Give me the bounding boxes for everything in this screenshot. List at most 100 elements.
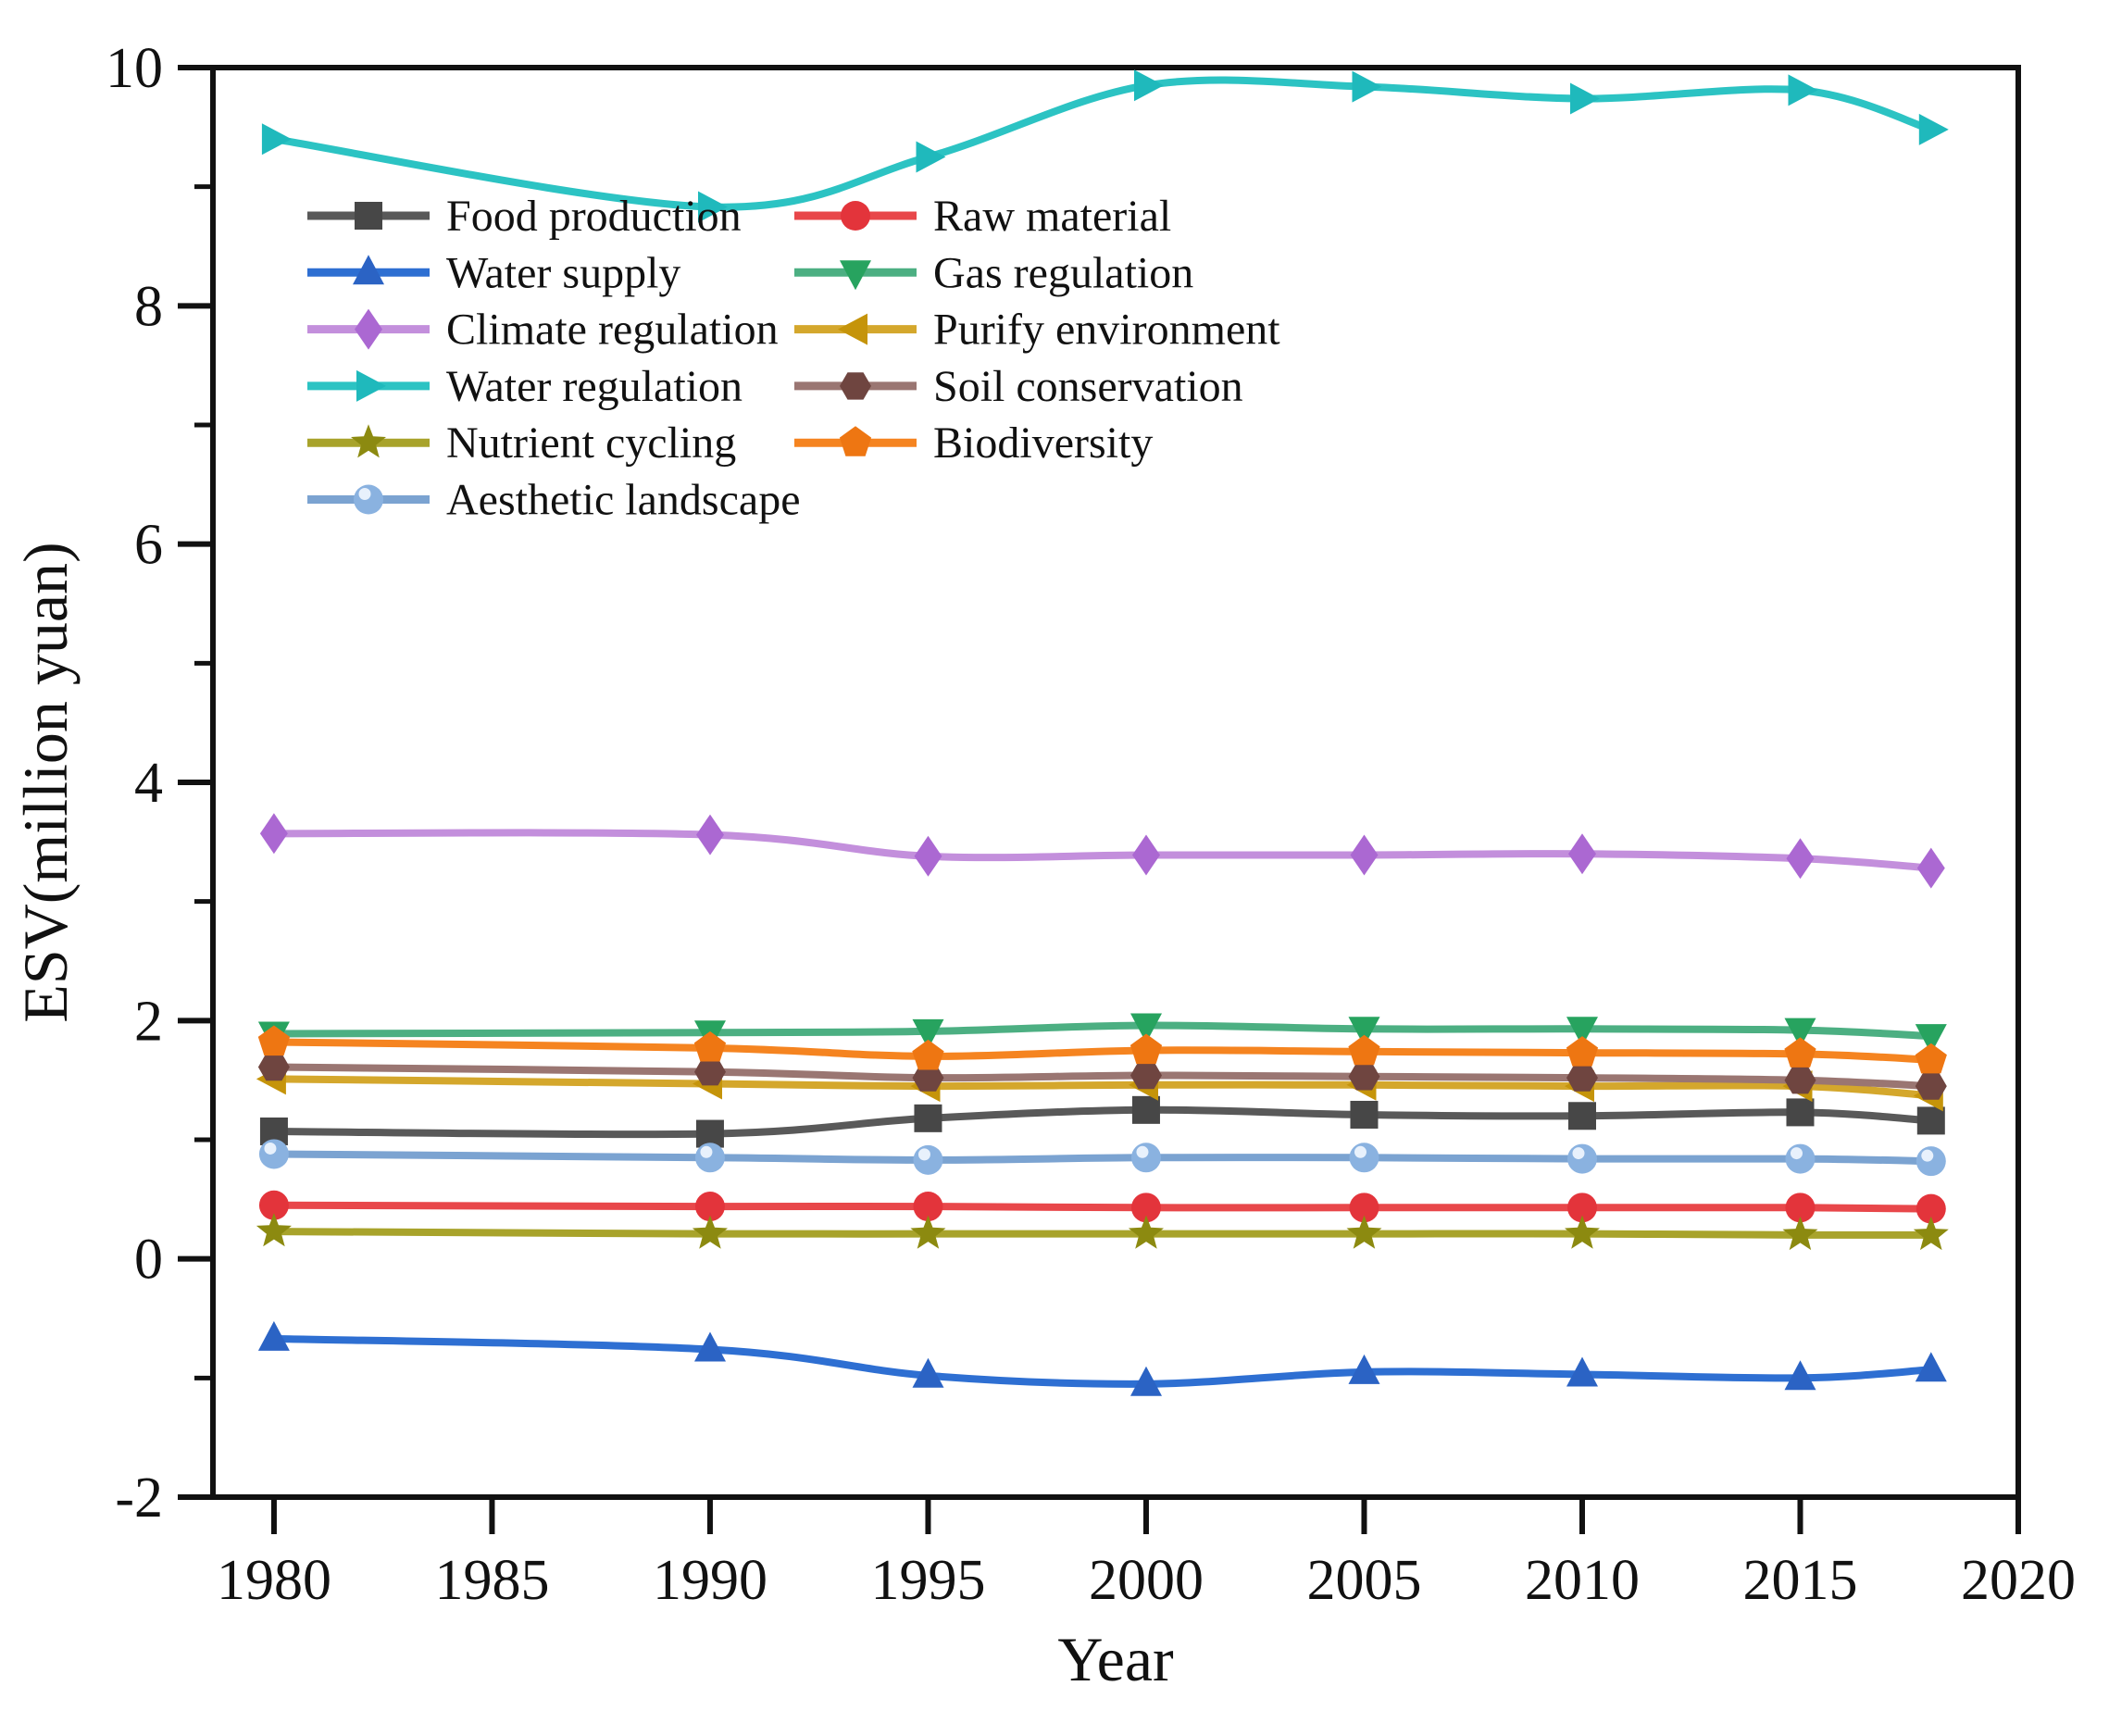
legend-label-raw-material: Raw material	[933, 192, 1171, 241]
y-tick-label: -2	[115, 1467, 163, 1530]
series-line-food-production	[269, 1105, 1935, 1139]
triangle-right-marker	[1788, 74, 1818, 106]
series-line-water-regulation	[269, 76, 1935, 211]
x-tick-label: 1980	[217, 1549, 331, 1612]
series-water-supply	[257, 1320, 1947, 1396]
series-line-biodiversity	[269, 1038, 1935, 1064]
x-tick-label: 1990	[653, 1549, 767, 1612]
star-marker	[1565, 1215, 1600, 1249]
y-tick-label: 2	[134, 990, 163, 1053]
series-nutrient-cycling	[256, 1213, 1949, 1251]
legend-item-gas-regulation: Gas regulation	[794, 248, 1193, 297]
series-line-raw-material	[269, 1201, 1935, 1213]
diamond-marker	[1916, 847, 1945, 889]
sphere-highlight	[917, 1148, 930, 1161]
triangle-right-marker	[1570, 82, 1600, 115]
triangle-up-marker	[694, 1331, 726, 1362]
triangle-right-marker	[916, 141, 946, 173]
triangle-right-marker	[356, 369, 386, 402]
sphere-marker	[354, 484, 383, 515]
sphere-highlight	[1921, 1149, 1934, 1162]
triangle-down-marker	[912, 1018, 944, 1049]
legend-item-food-production: Food production	[307, 192, 742, 241]
star-marker	[256, 1213, 292, 1247]
legend-label-biodiversity: Biodiversity	[933, 418, 1153, 468]
sphere-highlight	[1790, 1147, 1803, 1160]
circle-marker	[913, 1192, 943, 1222]
y-axis-title: ESV(million yuan)	[10, 542, 81, 1022]
diamond-marker	[914, 835, 942, 877]
series-line-aesthetic-landscape	[269, 1150, 1935, 1166]
pentagon-marker	[1129, 1033, 1163, 1065]
legend-item-biodiversity: Biodiversity	[794, 418, 1153, 468]
square-marker	[1567, 1102, 1596, 1130]
diamond-marker	[1568, 833, 1596, 875]
legend-label-aesthetic-landscape: Aesthetic landscape	[446, 476, 801, 525]
pentagon-marker	[1915, 1043, 1947, 1074]
pentagon-marker	[257, 1025, 291, 1056]
y-tick-label: 6	[134, 514, 163, 577]
axes-layer: -2 0 2 4 6 8 10 1980 1985 1990 1995 2000 2005 2010 201…	[106, 37, 2076, 1612]
x-tick-label: 2010	[1525, 1549, 1640, 1612]
star-marker	[1128, 1215, 1164, 1249]
pentagon-marker	[839, 426, 872, 456]
series-soil-conservation	[257, 1053, 1947, 1100]
series-line-climate-regulation	[269, 829, 1935, 872]
star-marker	[351, 424, 386, 458]
pentagon-marker	[693, 1030, 727, 1062]
triangle-up-marker	[1130, 1366, 1162, 1396]
sphere-marker	[1916, 1146, 1946, 1177]
diamond-marker	[1786, 838, 1815, 880]
series-line-water-supply	[269, 1334, 1935, 1388]
series-food-production	[259, 1095, 1945, 1148]
triangle-down-marker	[1566, 1017, 1598, 1047]
legend-label-climate-regulation: Climate regulation	[446, 306, 779, 355]
sphere-highlight	[1572, 1147, 1585, 1160]
sphere-marker	[1566, 1143, 1597, 1174]
hexagon-marker	[1915, 1072, 1947, 1100]
triangle-down-marker	[1915, 1024, 1947, 1055]
hexagon-marker	[1348, 1063, 1380, 1091]
sphere-marker	[258, 1139, 289, 1169]
diamond-marker	[355, 308, 382, 350]
triangle-up-marker	[1784, 1360, 1816, 1391]
hexagon-marker	[694, 1057, 726, 1086]
y-tick-label: 8	[134, 275, 163, 338]
sphere-highlight	[358, 488, 371, 500]
pentagon-marker	[1784, 1037, 1816, 1068]
legend-item-soil-conservation: Soil conservation	[794, 362, 1243, 411]
pentagon-marker	[912, 1039, 944, 1070]
triangle-left-marker	[838, 313, 867, 345]
legend-label-gas-regulation: Gas regulation	[933, 248, 1193, 297]
star-marker	[1346, 1215, 1382, 1249]
circle-marker	[1785, 1193, 1816, 1223]
x-tick-label: 2015	[1742, 1549, 1857, 1612]
circle-marker	[694, 1192, 725, 1222]
triangle-up-marker	[257, 1320, 290, 1351]
diamond-marker	[696, 814, 724, 856]
diamond-marker	[1350, 834, 1379, 876]
legend-item-water-regulation: Water regulation	[307, 362, 743, 411]
y-tick-label: 0	[134, 1229, 163, 1292]
sphere-marker	[1349, 1143, 1379, 1173]
legend-item-aesthetic-landscape: Aesthetic landscape	[307, 476, 801, 525]
series-line-gas-regulation	[269, 1021, 1935, 1041]
circle-marker	[1916, 1193, 1946, 1224]
y-tick-label: 4	[134, 752, 163, 815]
sphere-marker	[1130, 1143, 1161, 1173]
series-aesthetic-landscape	[258, 1139, 1946, 1177]
square-marker	[914, 1104, 942, 1132]
series-gas-regulation	[257, 1013, 1947, 1055]
series-biodiversity	[257, 1025, 1947, 1074]
triangle-right-marker	[261, 123, 292, 156]
legend-label-water-regulation: Water regulation	[446, 362, 743, 411]
star-marker	[1782, 1216, 1818, 1251]
legend-label-water-supply: Water supply	[446, 248, 680, 297]
sphere-highlight	[1354, 1145, 1366, 1158]
hexagon-marker	[257, 1053, 290, 1081]
square-marker	[1916, 1106, 1945, 1135]
triangle-down-marker	[840, 260, 871, 291]
legend-item-purify-environment: Purify environment	[794, 306, 1280, 355]
